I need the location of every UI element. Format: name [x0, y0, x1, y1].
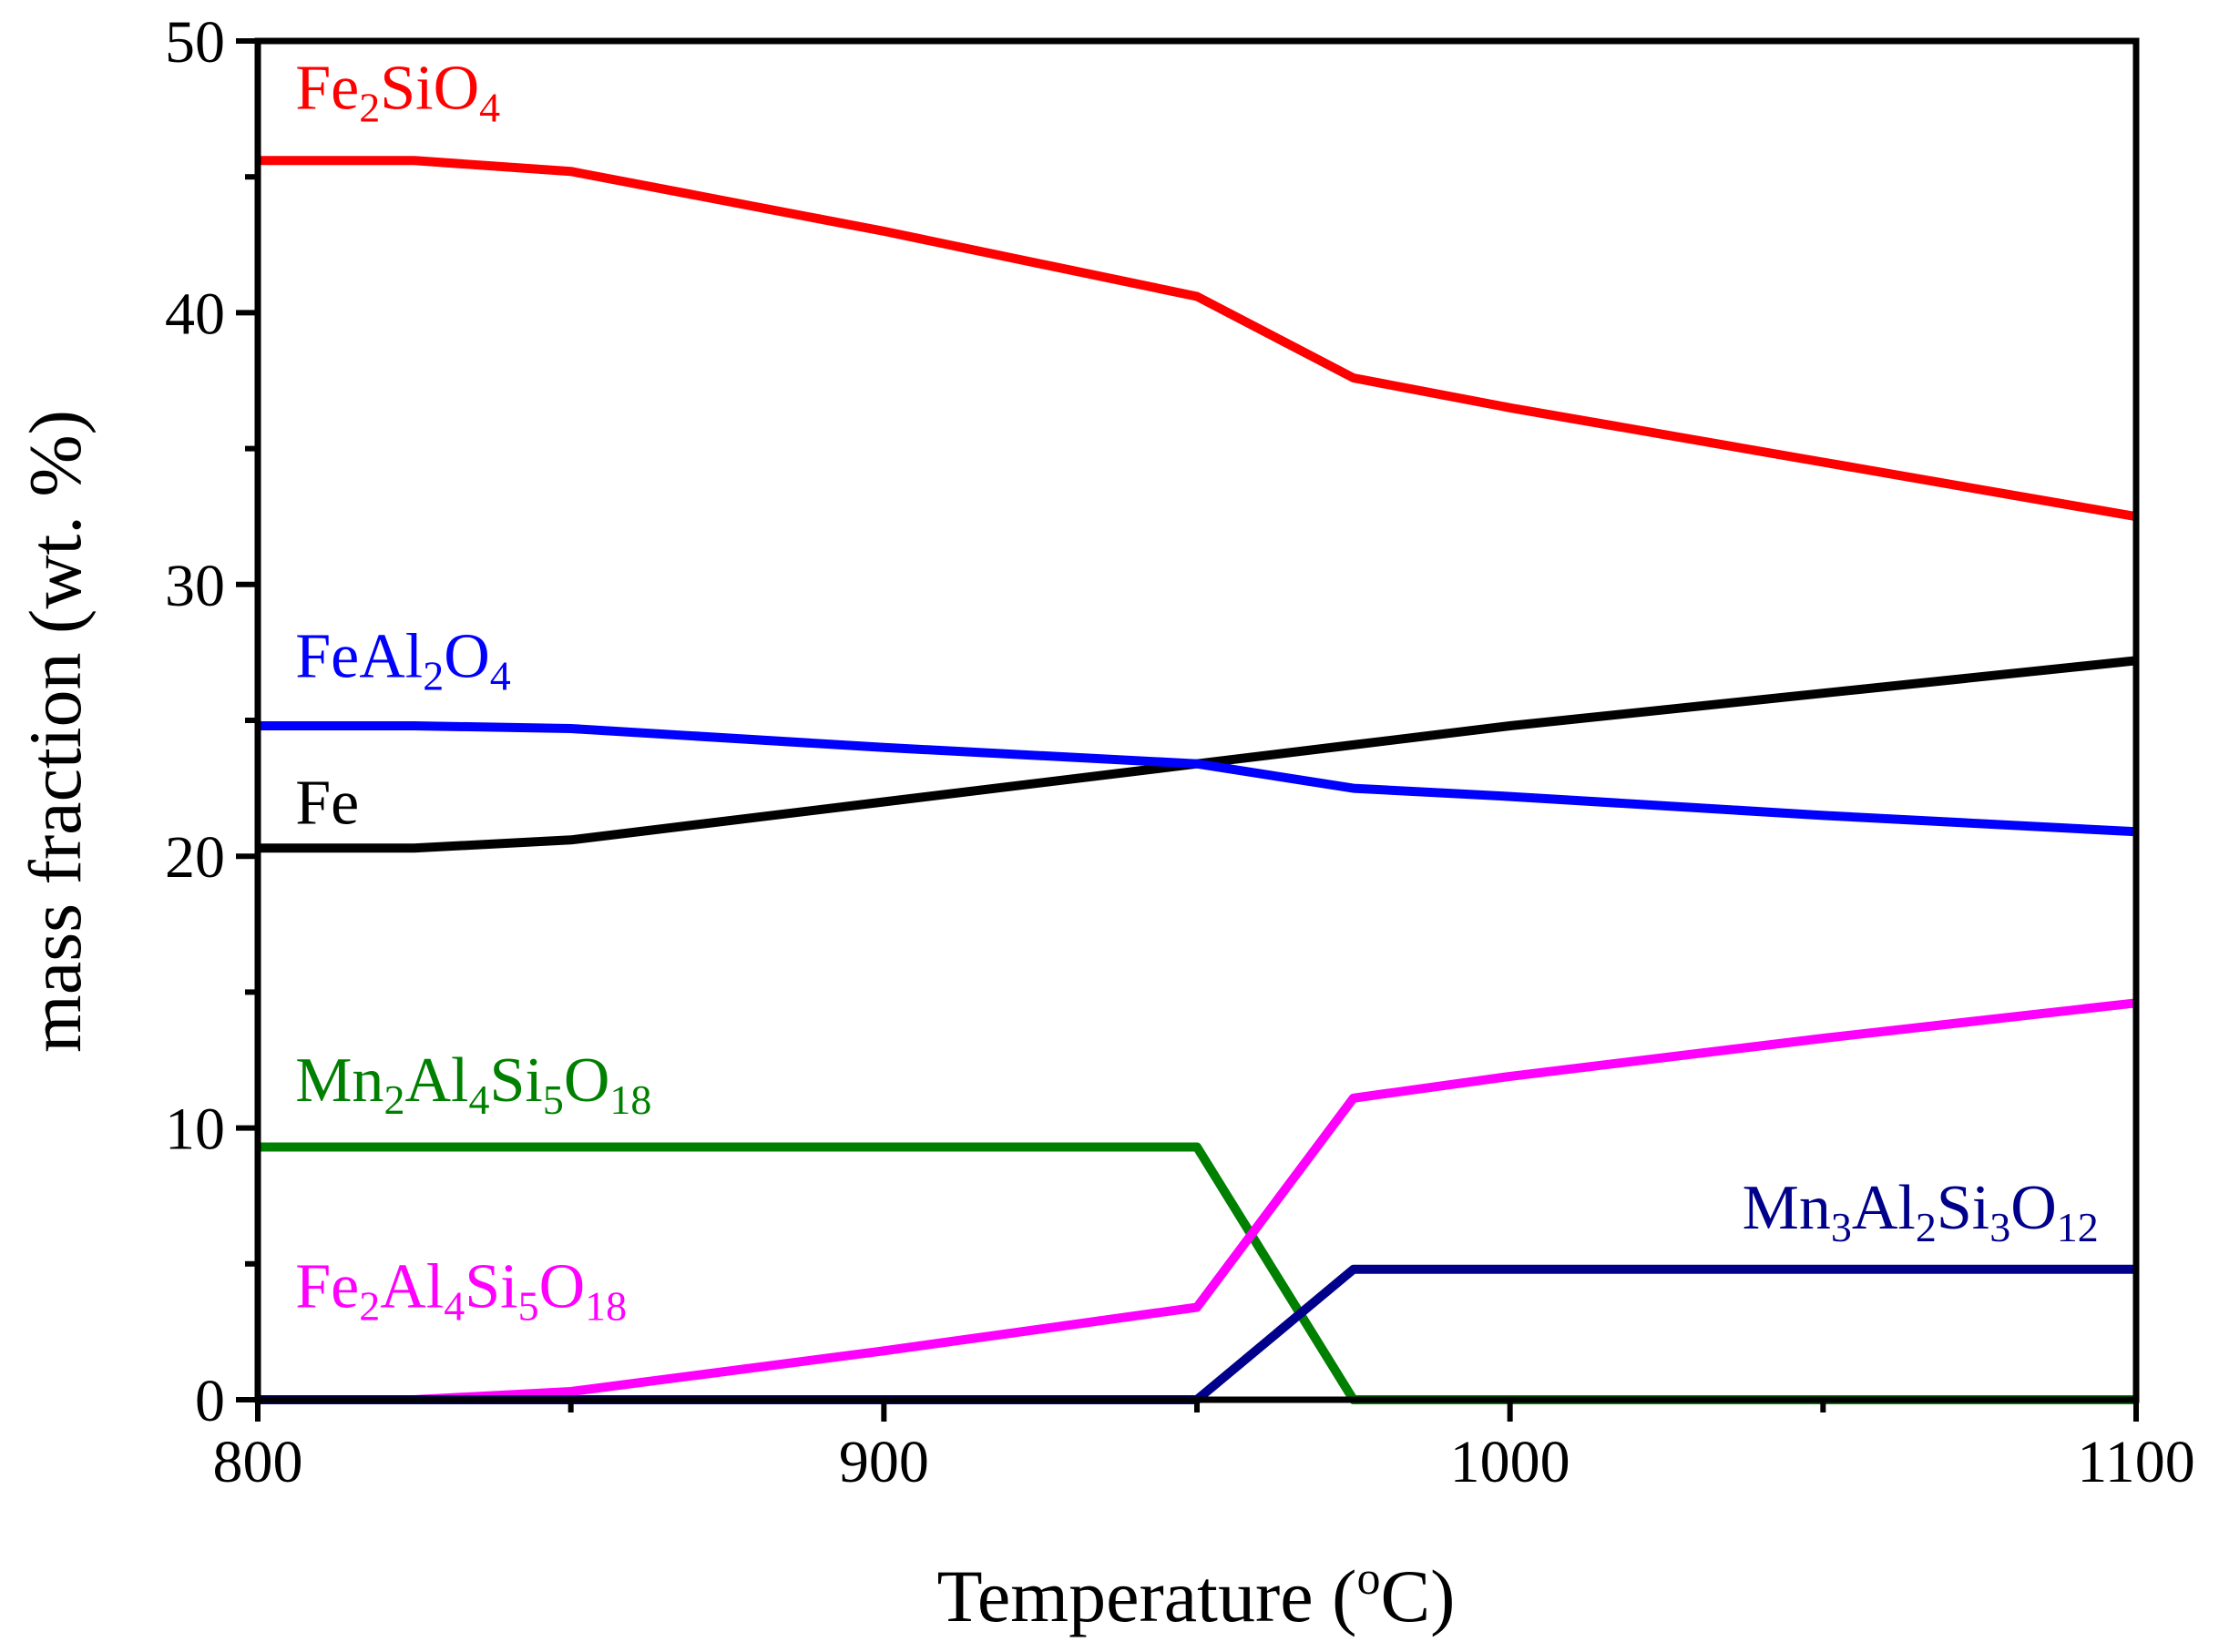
y-tick-label: 30 [165, 553, 225, 619]
series-label-FeAl2O4: FeAl2O4 [295, 621, 511, 699]
series-label-Fe: Fe [295, 768, 359, 838]
y-tick-label: 0 [195, 1368, 225, 1434]
x-tick-label: 1000 [1450, 1429, 1570, 1495]
series-label-Fe2Al4Si5O18: Fe2Al4Si5O18 [295, 1252, 627, 1330]
x-tick-label: 800 [213, 1429, 303, 1495]
y-tick-label: 40 [165, 280, 225, 347]
series-label-Mn2Al4Si5O18: Mn2Al4Si5O18 [295, 1045, 651, 1123]
series-label-Mn3Al2Si3O12: Mn3Al2Si3O12 [1743, 1173, 2099, 1250]
y-tick-label: 10 [165, 1096, 225, 1163]
series-label-Fe2SiO4: Fe2SiO4 [295, 54, 500, 131]
y-tick-label: 20 [165, 824, 225, 891]
y-tick-label: 50 [165, 9, 225, 76]
y-axis-title: mass fraction (wt. %) [14, 410, 97, 1053]
x-tick-label: 1100 [2077, 1429, 2195, 1495]
series-line-FeAl2O4 [258, 721, 2137, 837]
series-label-layer: Fe2SiO4 Fe FeAl2O4 Mn2Al4Si5O18 Fe2Al4Si5O18… [295, 54, 2099, 1330]
x-axis-title: Temperature (oC) [937, 1553, 1456, 1637]
axes: 800 900 1000 1100 0 10 20 30 40 50 [165, 9, 2195, 1495]
series-line-Fe2SiO4 [258, 156, 2137, 522]
x-tick-label: 900 [839, 1429, 929, 1495]
